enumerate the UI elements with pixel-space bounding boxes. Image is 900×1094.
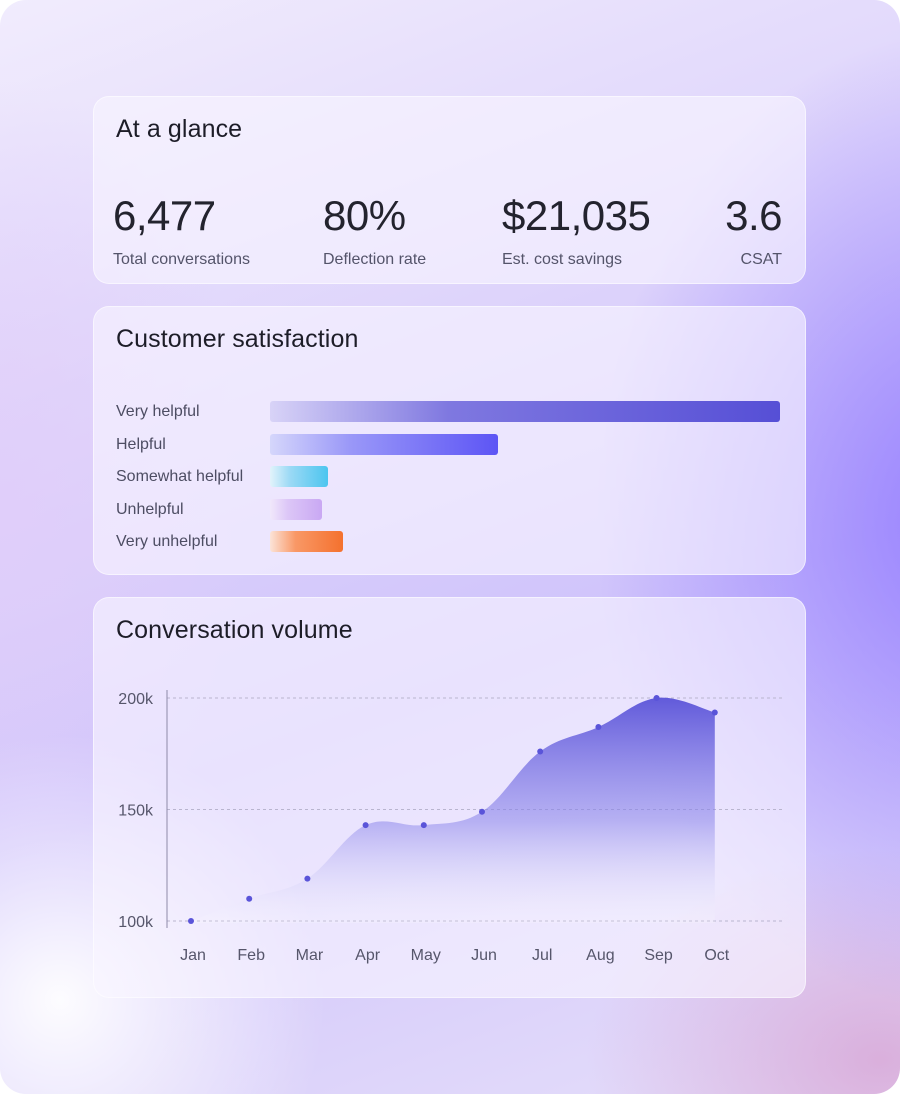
- x-tick-label: Aug: [586, 947, 614, 964]
- y-tick-label: 100k: [118, 914, 154, 931]
- data-point-aug: [595, 723, 602, 730]
- x-tick-label: May: [411, 947, 441, 964]
- data-point-jul: [537, 748, 544, 755]
- data-point-mar: [304, 875, 311, 882]
- bar-row-unhelpful: Unhelpful: [94, 498, 807, 521]
- bar-very-unhelpful: [270, 531, 343, 552]
- x-tick-label: Jul: [532, 947, 552, 964]
- conversation-volume-card: Conversation volume 100k 150k 200k Jan Feb Ma…: [93, 597, 806, 998]
- metric-deflection-rate: 80% Deflection rate: [323, 195, 426, 269]
- bar-label: Somewhat helpful: [116, 468, 244, 485]
- y-tick-label: 150k: [118, 803, 154, 820]
- x-tick-label: Mar: [296, 947, 324, 964]
- metric-label: Deflection rate: [323, 251, 427, 268]
- bar-row-very-unhelpful: Very unhelpful: [94, 531, 807, 553]
- volume-area: [191, 697, 715, 923]
- metric-cost-savings: $21,035 Est. cost savings: [502, 192, 651, 269]
- x-tick-label: Apr: [355, 947, 381, 964]
- customer-satisfaction-card: Customer satisfaction Very helpful Helpfu…: [93, 306, 806, 575]
- bar-row-somewhat-helpful: Somewhat helpful: [94, 466, 807, 488]
- y-tick-label: 200k: [118, 691, 154, 708]
- metric-value: $21,035: [502, 192, 651, 239]
- data-point-feb: [246, 895, 253, 902]
- bar-label: Helpful: [116, 435, 166, 453]
- metric-value: 80%: [323, 192, 406, 239]
- metric-csat: 3.6 CSAT: [725, 195, 782, 269]
- data-point-apr: [362, 822, 369, 829]
- at-a-glance-card: At a glance 6,477 Total conversations 80…: [93, 96, 806, 284]
- bar-unhelpful: [270, 498, 323, 520]
- bar-label: Very unhelpful: [116, 533, 218, 550]
- bar-row-very-helpful: Very helpful: [94, 401, 807, 423]
- conversation-volume-chart: 100k 150k 200k Jan Feb Mar Apr May Jun Jul Aug Sep O…: [118, 690, 784, 964]
- x-tick-label: Jan: [180, 947, 206, 964]
- x-tick-label: Oct: [704, 947, 729, 964]
- metric-label: Total conversations: [113, 251, 250, 268]
- metric-value: 6,477: [113, 192, 216, 239]
- bar-row-helpful: Helpful: [94, 433, 807, 456]
- bar-label: Unhelpful: [116, 500, 184, 518]
- bar-helpful: [270, 433, 498, 455]
- data-point-sep: [653, 695, 660, 701]
- conversation-volume-title: Conversation volume: [116, 616, 353, 644]
- data-point-may: [420, 822, 427, 829]
- metric-total-conversations: 6,477 Total conversations: [113, 195, 250, 269]
- at-a-glance-title: At a glance: [116, 115, 243, 143]
- metric-label: Est. cost savings: [502, 251, 623, 268]
- x-tick-label: Sep: [644, 947, 673, 964]
- bar-very-helpful: [270, 401, 780, 422]
- data-point-jun: [479, 808, 485, 815]
- x-tick-label: Jun: [471, 947, 497, 964]
- data-point-jan: [188, 918, 194, 924]
- metric-label: CSAT: [740, 251, 782, 268]
- x-tick-label: Feb: [237, 947, 265, 964]
- bar-somewhat-helpful: [270, 466, 328, 487]
- bar-label: Very helpful: [116, 403, 200, 420]
- metric-value: 3.6: [725, 192, 782, 239]
- customer-satisfaction-title: Customer satisfaction: [116, 325, 359, 353]
- data-point-oct: [711, 709, 718, 716]
